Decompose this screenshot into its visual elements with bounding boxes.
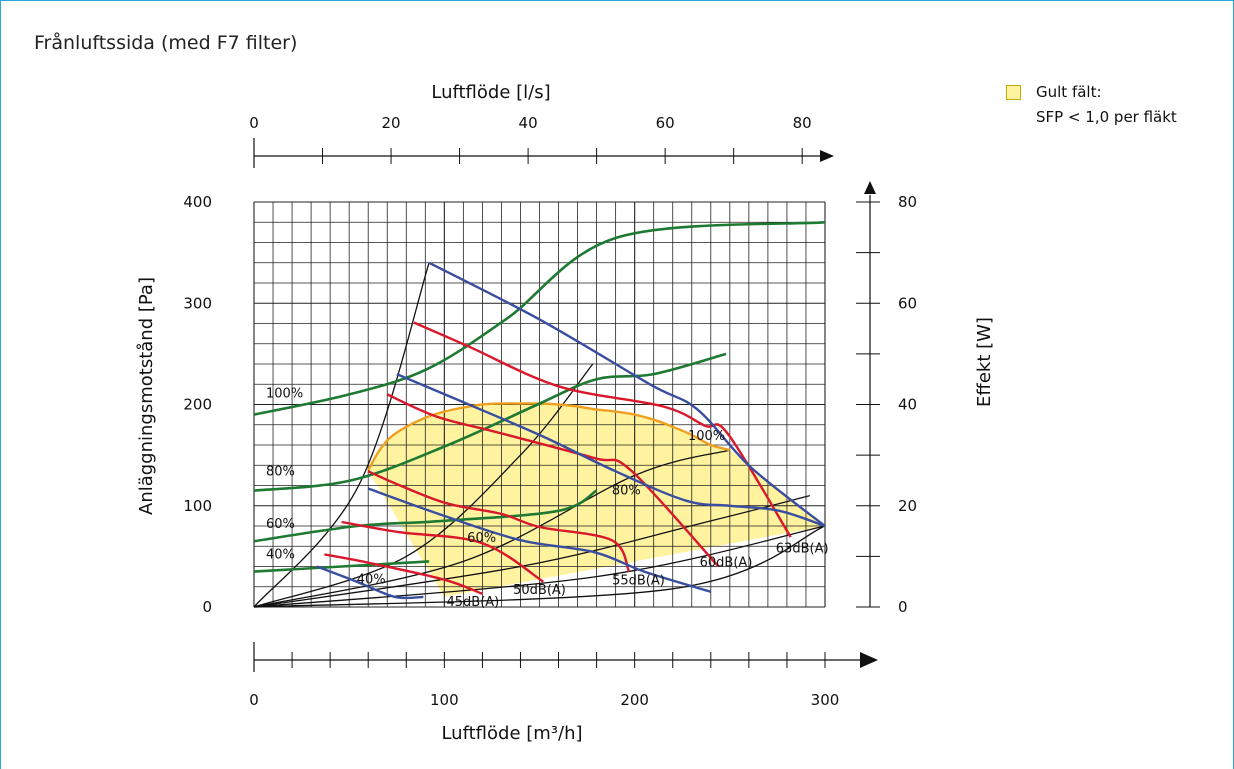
x-top-arrow-icon	[820, 150, 834, 162]
pressure-curve-label: 100%	[688, 429, 725, 444]
system-curve-4	[253, 494, 810, 608]
y-right-axis-title: Effekt [W]	[974, 317, 995, 407]
power-curve-label: 80%	[266, 464, 295, 479]
x-bottom-tick-label: 100	[430, 691, 459, 709]
system-curve-2	[253, 363, 594, 608]
pressure-curve-label: 80%	[612, 484, 641, 499]
power-curve-label: 40%	[266, 547, 295, 562]
y-right-tick-label: 0	[898, 598, 908, 616]
sound-curve-55dBA	[367, 470, 631, 573]
y-left-tick-label: 300	[183, 294, 212, 312]
chart-title: Frånluftssida (med F7 filter)	[34, 32, 298, 54]
pressure-curve-100pct	[428, 261, 826, 527]
x-bottom-tick-label: 300	[811, 691, 840, 709]
y-left-tick-label: 200	[183, 396, 212, 414]
sound-curve-label: 50dB(A)	[513, 583, 566, 598]
system-curve-3	[253, 449, 730, 608]
y-left-tick-label: 100	[183, 497, 212, 515]
y-left-axis-title: Anläggningsmotstånd [Pa]	[136, 277, 157, 515]
x-bottom-tick-label: 0	[249, 691, 259, 709]
power-curve-80pct	[253, 352, 727, 492]
system-curve-5	[253, 525, 826, 608]
x-bottom-tick-label: 200	[620, 691, 649, 709]
y-right-arrow-icon	[864, 181, 876, 194]
x-top-tick-label: 20	[381, 114, 400, 132]
power-curve-60pct	[253, 489, 598, 543]
y-right-tick-label: 20	[898, 497, 917, 515]
pressure-curve-label: 40%	[357, 573, 386, 588]
sound-curve-63dBA	[413, 321, 792, 538]
sound-curve-label: 55dB(A)	[612, 574, 665, 589]
legend-label-line2: SFP < 1,0 per fläkt	[1036, 108, 1177, 126]
y-right-tick-label: 40	[898, 396, 917, 414]
x-top-tick-label: 60	[656, 114, 675, 132]
power-curve-label: 100%	[266, 386, 303, 401]
sound-curve-60dBA	[386, 393, 720, 568]
x-bottom-axis-title: Luftflöde [m³/h]	[441, 723, 582, 744]
legend-label-line1: Gult fält:	[1036, 83, 1102, 101]
y-right-tick-label: 80	[898, 193, 917, 211]
x-top-tick-label: 80	[793, 114, 812, 132]
system-curve-1	[253, 262, 430, 608]
pressure-curve-label: 60%	[467, 531, 496, 546]
system-curve-6	[253, 525, 826, 608]
y-left-tick-label: 400	[183, 193, 212, 211]
x-bottom-arrow-icon	[860, 652, 878, 668]
power-curve-40pct	[253, 560, 430, 573]
sound-curve-50dBA	[341, 520, 544, 583]
y-left-tick-label: 0	[202, 598, 212, 616]
pressure-curve-40pct	[316, 565, 424, 600]
x-top-axis-title: Luftflöde [l/s]	[431, 82, 550, 103]
sound-curve-45dBA	[324, 553, 483, 595]
legend-swatch	[1006, 85, 1021, 100]
pressure-curve-60pct	[367, 487, 712, 593]
x-top-tick-label: 0	[249, 114, 259, 132]
power-curve-100pct	[253, 221, 826, 416]
pressure-curve-80pct	[396, 372, 826, 528]
y-right-tick-label: 60	[898, 294, 917, 312]
x-top-tick-label: 40	[519, 114, 538, 132]
power-curve-label: 60%	[266, 517, 295, 532]
sound-curve-label: 63dB(A)	[776, 541, 829, 556]
sound-curve-label: 45dB(A)	[447, 595, 500, 610]
sound-curve-label: 60dB(A)	[700, 556, 753, 571]
